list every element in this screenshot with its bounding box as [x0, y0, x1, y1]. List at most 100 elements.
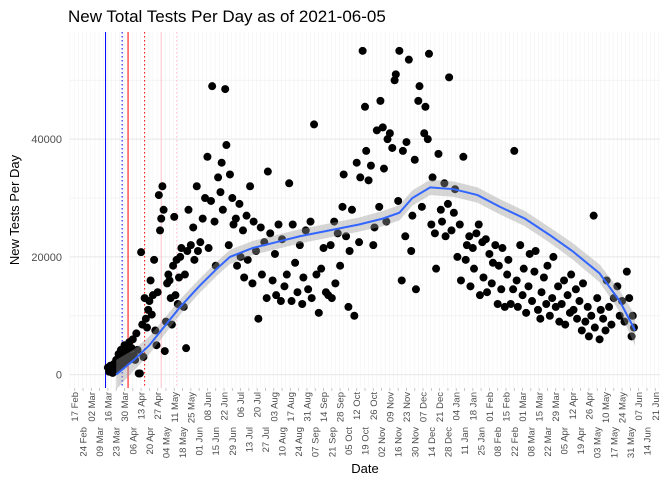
data-point — [236, 252, 245, 261]
data-point — [238, 226, 247, 235]
x-tick-label: 30 Mar — [120, 392, 131, 422]
y-tick-label: 20000 — [31, 252, 62, 264]
x-tick-label: 05 Oct — [344, 427, 355, 455]
data-point — [428, 173, 437, 182]
data-point — [362, 146, 371, 155]
x-tick-label: 07 Sep — [311, 427, 322, 457]
data-point — [607, 320, 616, 329]
data-point — [518, 291, 527, 300]
x-tick-label: 27 Apr — [153, 392, 164, 419]
data-point — [169, 261, 178, 270]
x-tick-label: 19 Apr — [576, 427, 587, 454]
data-point — [410, 155, 419, 164]
data-point — [407, 247, 416, 256]
data-point — [587, 311, 596, 320]
data-point — [519, 264, 528, 273]
data-point — [622, 267, 631, 276]
data-point — [569, 305, 578, 314]
data-point — [479, 273, 488, 282]
data-point — [319, 244, 328, 253]
data-point — [326, 241, 335, 250]
x-tick-label: 26 Apr — [584, 392, 595, 419]
x-tick-label: 24 Aug — [294, 427, 305, 457]
data-point — [513, 302, 522, 311]
x-tick-label: 21 Jun — [651, 392, 662, 421]
data-point — [509, 285, 518, 294]
data-point — [466, 282, 475, 291]
data-point — [370, 223, 379, 232]
data-point — [339, 170, 348, 179]
x-tick-label: 22 Mar — [543, 427, 554, 457]
smooth-line — [115, 186, 637, 376]
data-point — [203, 152, 212, 161]
data-point — [196, 238, 205, 247]
data-point — [231, 214, 240, 223]
x-tick-label: 28 Dec — [443, 427, 454, 457]
data-point — [397, 276, 406, 285]
data-point — [242, 211, 251, 220]
data-point — [298, 299, 307, 308]
x-tick-label: 13 Apr — [137, 392, 148, 419]
data-point — [561, 320, 570, 329]
x-tick-label: 14 Jun — [642, 427, 653, 456]
x-tick-label: 22 Jun — [220, 392, 231, 421]
data-point — [443, 199, 452, 208]
data-point — [174, 273, 183, 282]
data-point — [461, 255, 470, 264]
data-point — [414, 96, 423, 105]
data-point — [530, 267, 539, 276]
data-point — [628, 311, 637, 320]
data-point — [528, 297, 537, 306]
data-point — [352, 158, 361, 167]
data-point — [378, 123, 387, 132]
data-point — [415, 82, 424, 91]
data-point — [154, 191, 163, 200]
data-point — [151, 326, 160, 335]
data-point — [327, 294, 336, 303]
x-tick-label: 15 Jun — [211, 427, 222, 456]
data-point — [170, 212, 179, 221]
data-point — [143, 323, 152, 332]
data-point — [344, 302, 353, 311]
data-point — [214, 173, 223, 182]
data-point — [312, 270, 321, 279]
data-point — [432, 264, 441, 273]
data-point — [186, 241, 195, 250]
x-tick-label: 07 Jun — [634, 392, 645, 421]
data-point — [599, 314, 608, 323]
x-tick-label: 30 Nov — [410, 427, 421, 457]
x-tick-label: 09 Nov — [385, 392, 396, 422]
data-point — [456, 276, 465, 285]
data-point — [257, 270, 266, 279]
data-point — [581, 317, 590, 326]
data-point — [388, 143, 397, 152]
x-tick-label: 17 Aug — [286, 392, 297, 422]
y-axis-title: New Tests Per Day — [7, 154, 22, 265]
x-tick-label: 11 Jan — [460, 427, 471, 455]
data-point — [274, 220, 283, 229]
data-point — [578, 279, 587, 288]
data-point — [246, 182, 255, 191]
data-point — [183, 247, 192, 256]
data-point — [434, 149, 443, 158]
data-point — [330, 217, 339, 226]
x-tick-label: 04 May — [161, 427, 172, 458]
data-point — [291, 258, 300, 267]
data-point — [615, 311, 624, 320]
x-tick-label: 12 Apr — [568, 392, 579, 419]
data-point — [314, 308, 323, 317]
data-point — [141, 314, 150, 323]
data-point — [475, 291, 484, 300]
x-tick-label: 14 Sep — [319, 392, 330, 422]
data-point — [503, 270, 512, 279]
data-point — [369, 241, 378, 250]
data-point — [402, 138, 411, 147]
data-point — [398, 146, 407, 155]
data-point — [401, 232, 410, 241]
data-point — [408, 211, 417, 220]
data-point — [243, 255, 252, 264]
data-point — [306, 217, 315, 226]
data-point — [288, 220, 297, 229]
data-point — [190, 255, 199, 264]
x-tick-label: 17 May — [609, 427, 620, 458]
